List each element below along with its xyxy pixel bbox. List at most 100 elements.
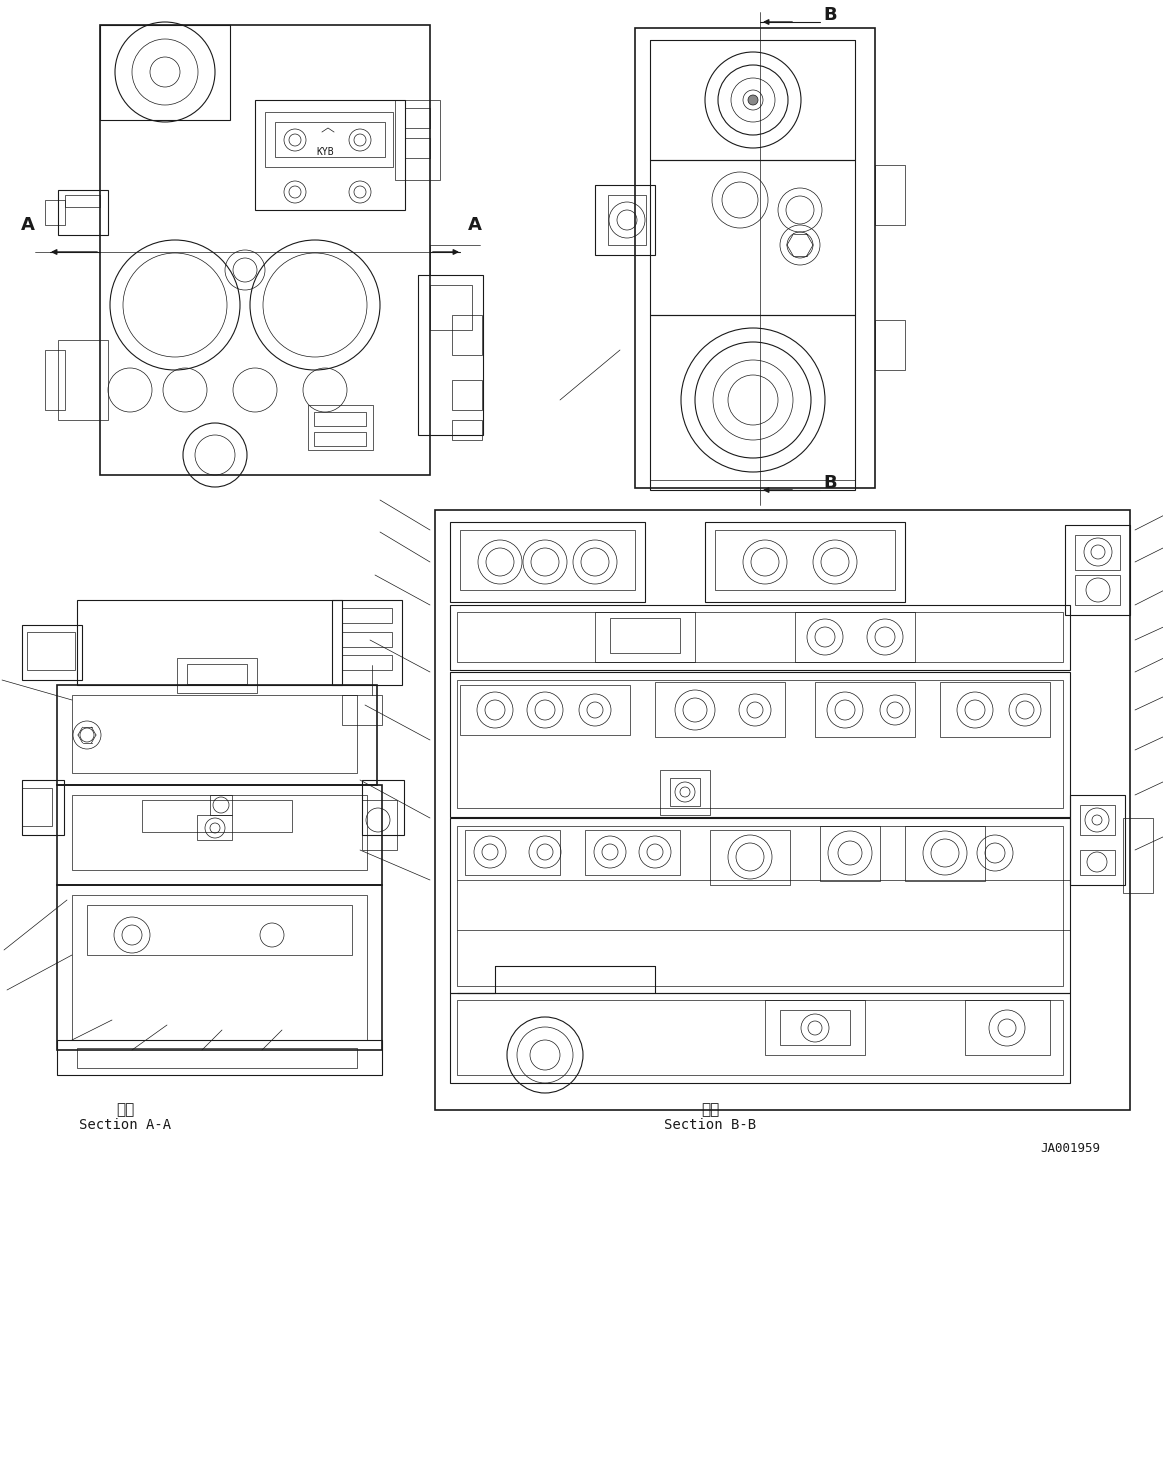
Bar [27,632,74,669]
Text: A: A [468,217,481,234]
Bar [457,611,1063,662]
Bar [585,830,680,876]
Bar [342,632,392,647]
Bar [655,683,785,738]
Text: JA001959: JA001959 [1040,1141,1100,1155]
Bar [709,830,790,884]
Bar [100,25,430,475]
Bar [197,815,231,840]
Bar [57,1040,381,1074]
Bar [650,40,855,479]
Bar [450,818,1070,993]
Bar [965,1000,1050,1055]
Bar [308,405,373,450]
Bar [177,657,257,693]
Bar [457,827,1063,985]
Bar [435,510,1130,1110]
Bar [265,111,393,168]
Bar [650,40,855,160]
Bar [142,800,292,833]
Text: A: A [21,217,35,234]
Bar [715,530,896,591]
Bar [22,781,64,835]
Bar [608,194,645,245]
Bar [45,200,65,226]
Bar [450,522,645,603]
Bar [405,138,430,157]
Bar [820,827,880,881]
Bar [395,99,440,180]
Bar [77,600,342,686]
Bar [705,522,905,603]
Bar [465,830,561,876]
Bar [100,25,230,120]
Bar [45,350,65,410]
Bar [1123,818,1153,893]
Bar [430,285,472,329]
Bar [452,380,481,410]
Bar [314,413,366,426]
Bar [650,315,855,490]
Bar [342,608,392,623]
Text: Section A-A: Section A-A [79,1117,171,1132]
Bar [450,605,1070,669]
Bar [452,420,481,439]
Bar [274,122,385,157]
Bar [58,190,108,234]
Bar [87,905,352,956]
Text: 断面: 断面 [116,1103,134,1117]
Bar [362,800,397,850]
Bar [187,663,247,684]
Bar [595,611,695,662]
Bar [1065,525,1130,614]
Bar [331,600,402,686]
Bar [72,795,368,870]
Bar [611,617,680,653]
Bar [57,884,381,1051]
Bar [940,683,1050,738]
Bar [57,686,377,785]
Bar [1070,795,1125,884]
Bar [461,686,630,735]
Bar [342,654,392,669]
Bar [362,781,404,835]
Text: 断面: 断面 [701,1103,719,1117]
Bar [255,99,405,211]
Bar [22,788,52,827]
Bar [72,695,357,773]
Bar [1075,536,1120,570]
Bar [1080,850,1115,876]
Bar [65,194,100,206]
Bar [670,778,700,806]
Bar [405,108,430,128]
Text: B: B [823,473,837,493]
Bar [211,795,231,815]
Bar [1080,804,1115,835]
Bar [314,432,366,447]
Bar [875,165,905,226]
Text: Section B-B: Section B-B [664,1117,756,1132]
Text: B: B [823,6,837,24]
Bar [450,993,1070,1083]
Text: KYB: KYB [316,147,334,157]
Circle shape [748,95,758,105]
Bar [635,28,875,488]
Bar [659,770,709,815]
Bar [342,695,381,726]
Bar [452,315,481,355]
Bar [57,785,381,884]
Bar [461,530,635,591]
Bar [457,680,1063,807]
Bar [77,1048,357,1068]
Bar [905,827,985,881]
Bar [457,1000,1063,1074]
Bar [72,895,368,1040]
Bar [795,611,915,662]
Bar [58,340,108,420]
Bar [22,625,83,680]
Bar [1075,574,1120,605]
Bar [650,160,855,315]
Bar [418,275,483,435]
Bar [450,672,1070,818]
Bar [780,1011,850,1045]
